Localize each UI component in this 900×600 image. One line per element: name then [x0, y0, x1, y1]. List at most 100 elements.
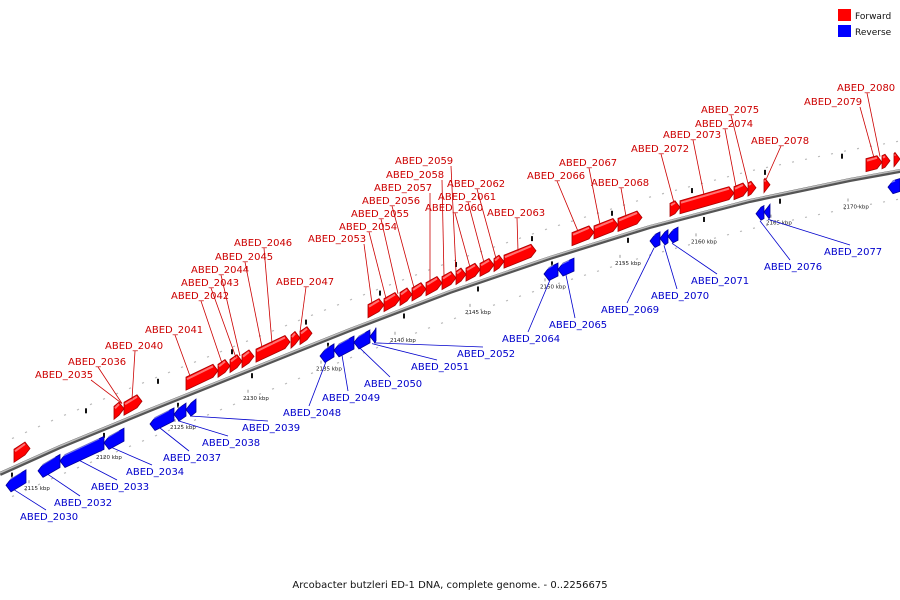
forward-gene-label: ABED_2045: [215, 252, 273, 263]
guide-dash-lower: [89, 461, 93, 464]
forward-leader-line: [866, 92, 881, 157]
forward-gene-label: ABED_2061: [438, 192, 496, 203]
reverse-gene-glyph: [659, 229, 669, 246]
forward-gene-label: ABED_2059: [395, 156, 453, 167]
gene-highlight: [442, 272, 452, 280]
reverse-gene-glyph: [649, 231, 661, 249]
reverse-gene-glyph: [557, 257, 575, 277]
forward-leader-line: [730, 114, 749, 184]
guide-dash-lower: [375, 346, 379, 349]
forward-gene-glyph: [399, 287, 413, 307]
guide-dash-lower: [167, 429, 171, 432]
reverse-leader-line: [47, 474, 81, 497]
forward-leader-line: [859, 106, 875, 158]
reverse-gene-glyph: [333, 335, 355, 358]
gene-highlight: [354, 331, 366, 339]
gene-arrow: [255, 335, 291, 363]
reverse-gene-label: ABED_2034: [126, 467, 184, 478]
gene-arrow: [185, 398, 197, 417]
reverse-gene-label: ABED_2051: [411, 362, 469, 373]
forward-gene-glyph: [679, 186, 735, 215]
gene-arrow: [747, 180, 757, 197]
reverse-leader-line: [663, 245, 678, 290]
guide-dash-upper: [674, 189, 678, 192]
guide-dash-upper: [323, 309, 327, 311]
gene-highlight: [291, 332, 296, 338]
gene-highlight: [256, 336, 286, 352]
reverse-leader-line: [671, 242, 718, 275]
gene-arrow: [241, 349, 255, 369]
gene-arrow: [593, 217, 619, 240]
forward-leader-line: [368, 231, 387, 299]
gene-arrow: [763, 203, 771, 220]
forward-gene-label: ABED_2046: [234, 238, 292, 249]
gene-arrow: [617, 210, 643, 233]
reverse-gene-label: ABED_2071: [691, 276, 749, 287]
guide-dash-lower: [206, 413, 210, 416]
gene-highlight: [124, 395, 138, 406]
gene-arrow: [319, 343, 335, 364]
guide-dash-lower: [37, 483, 41, 486]
reverse-gene-glyph: [173, 402, 187, 422]
guide-dash-lower: [453, 317, 457, 320]
reverse-gene-glyph: [37, 453, 61, 478]
forward-gene-label: ABED_2041: [145, 325, 203, 336]
gene-arrow: [763, 177, 771, 194]
guide-dash-upper: [583, 216, 587, 219]
gene-label-layer: ABED_2035 ABED_2036 ABED_2040 ABED_2041 ABED…: [20, 83, 895, 523]
reverse-gene-label: ABED_2076: [764, 262, 822, 273]
guide-dash-upper: [531, 232, 535, 235]
gene-highlight: [186, 365, 214, 380]
reverse-gene-label: ABED_2032: [54, 498, 112, 509]
guide-dash-lower: [388, 341, 392, 344]
forward-gene-glyph: [881, 153, 891, 170]
gene-highlight: [480, 259, 490, 267]
forward-gene-glyph: [493, 254, 505, 273]
gene-highlight: [412, 283, 422, 291]
guide-dash-upper: [37, 425, 41, 428]
guide-dash-upper: [388, 283, 392, 286]
forward-leader-line: [299, 286, 307, 333]
kbp-tick-label: 2135 kbp: [316, 367, 342, 373]
kbp-tick-label: 2160 kbp: [691, 239, 717, 245]
forward-gene-glyph: [617, 210, 643, 233]
reverse-leader-line: [359, 347, 391, 378]
guide-dash-upper: [401, 278, 405, 281]
guide-dash-upper: [648, 196, 652, 198]
forward-gene-glyph: [299, 326, 313, 346]
guide-dash-lower: [466, 312, 470, 315]
guide-dash-lower: [622, 262, 626, 264]
reverse-leader-line: [626, 247, 655, 304]
forward-leader-line: [363, 243, 373, 304]
kbp-tick-label: 2115 kbp: [24, 486, 50, 492]
guide-dash-lower: [531, 290, 535, 293]
forward-leader-line: [467, 201, 485, 263]
reverse-leader-line: [159, 427, 190, 452]
forward-gene-glyph: [465, 262, 481, 282]
gene-arrow: [887, 178, 900, 195]
reverse-gene-label: ABED_2052: [457, 349, 515, 360]
gene-arrow: [123, 394, 143, 416]
reverse-gene-label: ABED_2049: [322, 393, 380, 404]
guide-dash-upper: [102, 397, 106, 400]
guide-dash-lower: [258, 393, 262, 395]
gene-highlight: [594, 219, 614, 229]
forward-leader-line: [210, 287, 237, 358]
guide-dash-lower: [245, 398, 249, 401]
gene-highlight: [748, 182, 752, 186]
gene-arrow: [755, 204, 765, 221]
forward-gene-label: ABED_2058: [386, 170, 444, 181]
kbp-tick-label: 2150 kbp: [540, 284, 566, 290]
guide-dash-lower: [284, 382, 288, 385]
reverse-gene-glyph: [59, 435, 105, 468]
forward-gene-label: ABED_2043: [181, 278, 239, 289]
forward-gene-label: ABED_2042: [171, 291, 229, 302]
reverse-gene-label: ABED_2065: [549, 320, 607, 331]
reverse-leader-line: [373, 342, 484, 348]
guide-dash-upper: [141, 381, 145, 384]
gene-highlight: [670, 201, 676, 207]
kbp-tick-label: 2155 kbp: [615, 261, 641, 267]
forward-gene-glyph: [241, 349, 255, 369]
forward-gene-glyph: [441, 270, 457, 291]
forward-gene-glyph: [593, 217, 619, 240]
